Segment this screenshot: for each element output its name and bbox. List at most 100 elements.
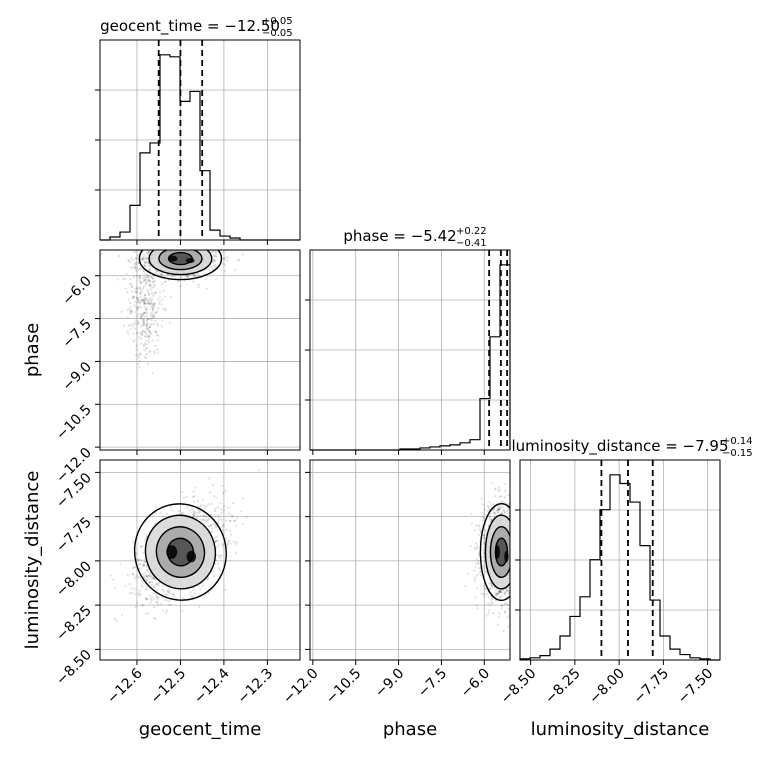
sample-point [227,506,230,509]
sample-point [152,315,156,318]
sample-point [507,603,510,607]
sample-point [146,290,150,294]
sample-point [190,241,192,243]
sample-point [181,490,184,494]
sample-point [490,587,493,590]
sample-point [482,584,485,587]
sample-point [155,311,158,314]
sample-point [143,273,146,276]
sample-point [197,283,200,286]
sample-point [511,578,513,580]
sample-point [133,295,136,299]
sample-point [487,596,490,599]
y-tick-label: −8.00 [53,558,95,600]
sample-point [165,246,167,248]
sample-point [194,247,196,249]
sample-point [478,571,481,574]
sample-point [168,600,171,603]
sample-point [496,592,499,595]
sample-point [212,223,214,225]
sample-point [151,596,154,599]
sample-point [156,589,159,592]
sample-point [169,603,173,606]
sample-point [157,243,159,245]
sample-point [150,300,153,303]
sample-point [494,494,497,498]
sample-point [202,519,205,522]
sample-point [182,496,186,499]
sample-point [130,266,133,269]
sample-point [151,306,154,309]
sample-point [170,243,172,245]
sample-point [139,312,142,316]
sample-point [515,557,517,559]
sample-point [163,295,167,299]
sample-point [486,505,490,508]
sample-point [147,241,149,243]
sample-point [472,569,475,572]
sample-point [498,504,501,507]
sample-point [211,266,214,269]
sample-point [142,298,146,301]
sample-point [146,275,150,278]
sample-point [161,515,165,519]
x-tick-label: −12.5 [148,666,190,708]
sample-point [189,591,192,594]
x-tick-label: −8.00 [586,666,628,708]
sample-point [158,302,161,305]
sample-point [136,296,139,300]
sample-point [497,592,500,595]
sample-point [137,592,140,595]
sample-point [234,542,237,545]
sample-point [191,244,193,246]
sample-point [145,260,148,263]
sample-point [146,322,149,325]
sample-point [156,324,159,327]
sample-point [199,247,201,249]
sample-point [486,614,489,617]
sample-point [153,244,155,246]
sample-point [214,526,217,529]
sample-point [168,591,171,594]
sample-point [177,241,179,243]
sample-point [133,264,136,267]
sample-point [498,590,501,593]
sample-point [127,333,130,336]
sample-point [222,257,226,261]
sample-point [165,244,167,246]
sample-point [475,524,478,527]
sample-point [214,266,217,269]
sample-point [142,320,145,324]
sample-point [148,581,151,584]
sample-point [153,320,157,323]
sample-point [515,537,517,539]
sample-point [148,297,152,300]
sample-point [186,275,189,278]
sample-point [511,534,513,536]
sample-point [160,246,162,248]
sample-point [232,540,235,543]
sample-point [478,525,481,528]
sample-point [142,280,145,283]
sample-point [146,612,150,615]
sample-point [152,585,155,588]
sample-point [210,524,213,527]
sample-point [192,500,195,503]
sample-point [137,322,140,325]
sample-point [511,507,513,509]
sample-point [124,277,127,281]
sample-point [513,540,515,542]
sample-point [152,323,156,326]
sample-point [157,584,160,587]
sample-point [512,561,514,563]
sample-point [502,629,505,633]
sample-point [156,597,159,600]
sample-point [144,330,147,334]
sample-point [512,526,514,528]
x-tick-label: −7.75 [631,666,673,708]
sample-point [487,602,490,605]
sample-point [143,293,147,296]
x-tick-label: −12.4 [191,665,233,707]
sample-point [147,278,150,281]
sample-point [151,308,154,311]
